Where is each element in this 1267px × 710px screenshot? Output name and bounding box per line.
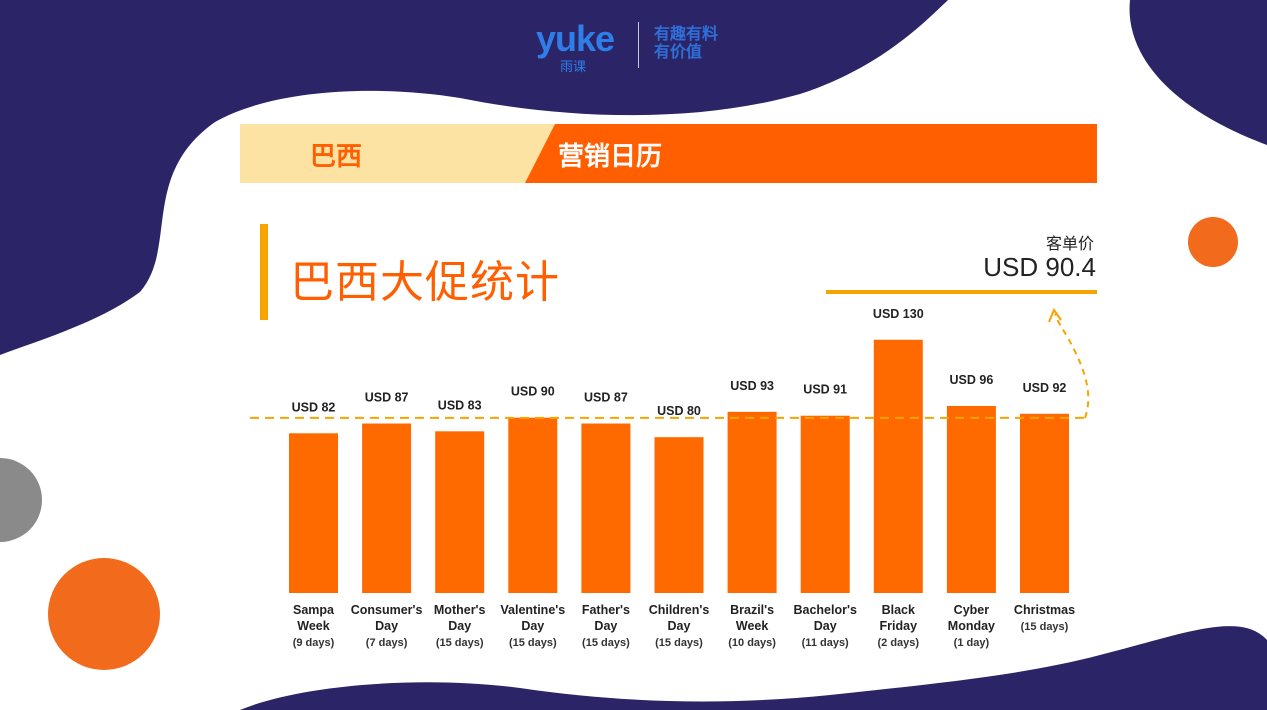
brand-sub: 雨课 xyxy=(560,59,587,74)
x-tick-label: Black xyxy=(882,603,915,617)
duration-label: (15 days) xyxy=(436,637,484,649)
brand-slogan: 有趣有料 有价值 xyxy=(654,26,719,61)
bar xyxy=(946,405,996,593)
aov-value: USD 90.4 xyxy=(983,252,1096,282)
x-tick-label: Christmas xyxy=(1014,603,1075,617)
duration-label: (9 days) xyxy=(293,637,335,649)
data-label: USD 93 xyxy=(730,379,774,393)
x-tick-label: Sampa xyxy=(293,603,335,617)
duration-label: (15 days) xyxy=(655,637,703,649)
duration-label: (15 days) xyxy=(509,637,557,649)
duration-label: (11 days) xyxy=(802,637,849,649)
x-tick-label: Mother's xyxy=(434,603,486,617)
duration-label: (15 days) xyxy=(582,637,630,649)
data-label: USD 82 xyxy=(292,400,336,414)
bar xyxy=(1020,413,1069,593)
duration-label: (15 days) xyxy=(1021,621,1069,633)
bar xyxy=(435,431,485,593)
aov-underline xyxy=(826,290,1097,294)
x-tick-label: Children's xyxy=(649,603,710,617)
bar xyxy=(800,415,850,593)
x-tick-label: Day xyxy=(375,619,398,633)
x-tick-label: Father's xyxy=(582,603,630,617)
banner-right-panel xyxy=(525,124,1097,183)
data-label: USD 87 xyxy=(584,391,628,405)
brand-name: yuke xyxy=(536,18,615,59)
data-label: USD 130 xyxy=(873,307,924,321)
data-label: USD 90 xyxy=(511,385,555,399)
x-tick-label: Day xyxy=(448,619,471,633)
section-banner: 巴西 营销日历 xyxy=(240,124,1097,183)
x-tick-label: Day xyxy=(668,619,691,633)
data-label: USD 91 xyxy=(803,383,847,397)
x-tick-label: Monday xyxy=(948,619,995,633)
orange-circle-left xyxy=(48,558,160,670)
data-label: USD 92 xyxy=(1023,381,1067,395)
duration-label: (1 day) xyxy=(954,637,990,649)
x-tick-label: Week xyxy=(297,619,329,633)
aov-label: 客单价 xyxy=(1045,236,1094,253)
x-tick-label: Friday xyxy=(880,619,918,633)
banner-section: 营销日历 xyxy=(558,141,663,171)
bar xyxy=(581,423,631,593)
reference-arrow-curve xyxy=(1054,313,1090,419)
data-label: USD 96 xyxy=(950,373,994,387)
title-accent-bar xyxy=(260,224,268,320)
orange-circle-right xyxy=(1188,217,1238,267)
arrow-head-icon xyxy=(1048,307,1062,323)
x-tick-label: Brazil's xyxy=(730,603,774,617)
x-tick-label: Bachelor's xyxy=(793,603,856,617)
x-tick-label: Day xyxy=(814,619,837,633)
duration-label: (7 days) xyxy=(366,637,408,649)
duration-label: (10 days) xyxy=(728,637,776,649)
bar xyxy=(727,411,777,593)
x-tick-label: Day xyxy=(521,619,544,633)
data-label: USD 83 xyxy=(438,398,482,412)
brand-logo: yuke 雨课 有趣有料 有价值 xyxy=(530,18,740,74)
data-label: USD 87 xyxy=(365,391,409,405)
x-tick-label: Valentine's xyxy=(500,603,565,617)
x-tick-label: Week xyxy=(736,619,768,633)
bar xyxy=(873,339,923,593)
gray-circle-left xyxy=(0,458,42,542)
data-label: USD 80 xyxy=(657,404,701,418)
banner-country: 巴西 xyxy=(310,141,363,171)
x-tick-label: Cyber xyxy=(954,603,990,617)
bar xyxy=(362,423,412,593)
x-tick-label: Consumer's xyxy=(351,603,423,617)
logo-divider xyxy=(638,22,639,68)
banner-left-panel xyxy=(240,124,560,183)
duration-label: (2 days) xyxy=(878,637,920,649)
page-title: 巴西大促统计 xyxy=(290,258,560,307)
x-tick-label: Day xyxy=(594,619,617,633)
bar xyxy=(289,433,338,593)
bar xyxy=(654,437,704,593)
bar xyxy=(508,417,558,593)
